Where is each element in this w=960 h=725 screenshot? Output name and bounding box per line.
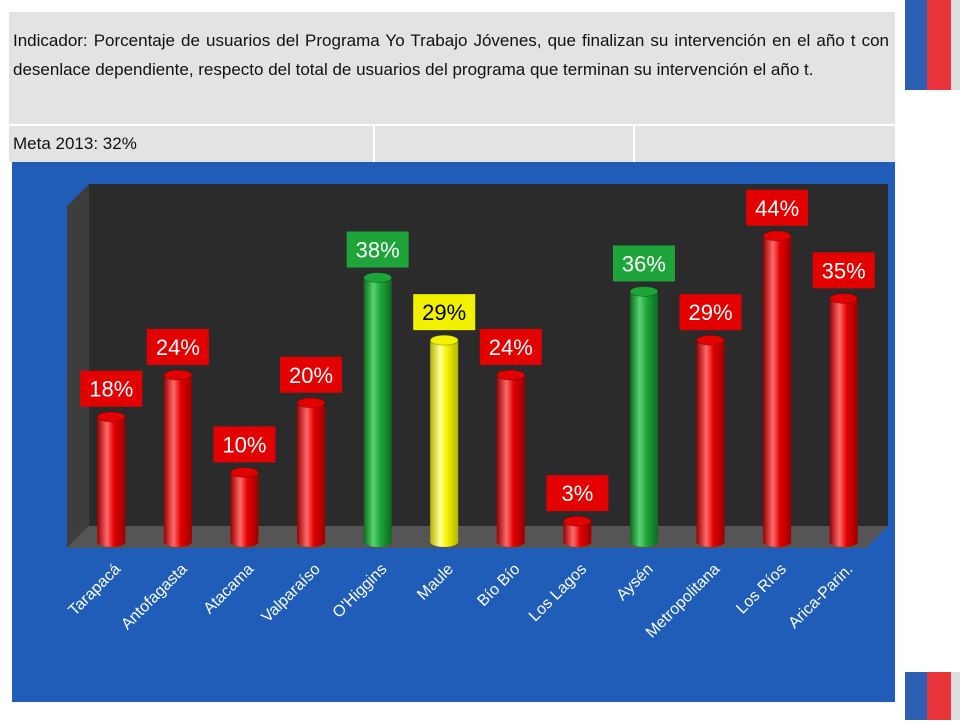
- bar: [696, 340, 725, 542]
- indicator-table: Indicador: Porcentaje de usuarios del Pr…: [9, 12, 895, 162]
- data-label: 24%: [489, 335, 533, 360]
- bar: [496, 374, 525, 542]
- meta-row: Meta 2013: 32%: [9, 126, 895, 162]
- bar-top: [296, 397, 326, 409]
- category-label: Aysén: [614, 561, 657, 604]
- bar-top: [762, 230, 792, 242]
- bar-top: [363, 272, 393, 284]
- bar: [230, 472, 259, 542]
- bar-top: [696, 334, 726, 346]
- data-label-box: [612, 245, 675, 282]
- bar-base: [97, 537, 126, 547]
- category-label: Bío Bío: [474, 561, 523, 610]
- bar: [163, 374, 192, 542]
- bar-base: [829, 537, 858, 547]
- data-label: 29%: [422, 300, 466, 325]
- bar: [297, 402, 326, 542]
- bar-top: [429, 334, 459, 346]
- bar-base: [563, 537, 592, 547]
- data-label: 20%: [289, 363, 333, 388]
- data-label-box: [213, 426, 276, 463]
- data-label-box: [146, 328, 209, 365]
- meta-empty-cell: [635, 126, 895, 162]
- bar-base: [696, 537, 725, 547]
- bar: [363, 277, 392, 542]
- data-label-box: [746, 189, 809, 226]
- bar-chart: 18% Tarapacá 24% Antofagasta 10% Atacama 20% Va…: [66, 184, 888, 641]
- data-label: 3%: [561, 481, 593, 506]
- chart-panel: 18% Tarapacá 24% Antofagasta 10% Atacama 20% Va…: [12, 162, 895, 702]
- meta-label: Meta 2013: 32%: [9, 126, 375, 162]
- bar: [629, 291, 658, 542]
- data-label-box: [80, 370, 143, 407]
- data-label-box: [280, 356, 343, 393]
- chart-floor: [67, 526, 888, 548]
- data-label: 36%: [622, 251, 666, 276]
- category-label: Atacama: [201, 561, 258, 618]
- category-label: Valparaíso: [259, 561, 324, 626]
- bar-base: [297, 537, 326, 547]
- data-label: 24%: [156, 335, 200, 360]
- bar-top: [229, 466, 259, 478]
- bar-top: [496, 369, 526, 381]
- bar: [563, 521, 592, 542]
- indicator-description: Indicador: Porcentaje de usuarios del Pr…: [9, 12, 895, 126]
- data-label: 29%: [689, 300, 733, 325]
- data-label: 35%: [822, 258, 866, 283]
- bar-base: [363, 537, 392, 547]
- bar: [430, 340, 459, 542]
- bar: [829, 298, 858, 542]
- data-label-box: [812, 252, 875, 289]
- data-label-box: [346, 231, 409, 268]
- bar-base: [763, 537, 792, 547]
- bar-base: [629, 537, 658, 547]
- bar: [97, 416, 126, 542]
- category-label: O'Higgins: [330, 561, 391, 622]
- category-label: Arica-Parin.: [785, 561, 856, 632]
- bar-base: [496, 537, 525, 547]
- data-label: 44%: [755, 196, 799, 221]
- bar-base: [430, 537, 459, 547]
- category-label: Maule: [414, 561, 457, 604]
- bar-top: [96, 411, 126, 423]
- data-label: 10%: [222, 432, 266, 457]
- corner-flag-top: [897, 0, 960, 92]
- category-label: Antofagasta: [118, 561, 190, 633]
- data-label-box: [546, 475, 609, 512]
- category-label: Tarapacá: [66, 561, 125, 620]
- chart-side-wall: [67, 184, 89, 548]
- data-label-box: [479, 328, 542, 365]
- data-label-box: [413, 294, 476, 331]
- bar-base: [230, 537, 259, 547]
- bar: [763, 235, 792, 542]
- meta-empty-cell: [375, 126, 635, 162]
- bar-top: [829, 292, 859, 304]
- data-label-box: [679, 294, 742, 331]
- bar-top: [629, 285, 659, 297]
- data-label: 38%: [356, 238, 400, 263]
- category-label: Los Ríos: [733, 561, 790, 618]
- corner-flag-bottom: [897, 672, 960, 720]
- category-label: Los Lagos: [526, 561, 590, 625]
- data-label: 18%: [89, 377, 133, 402]
- bar-top: [163, 369, 193, 381]
- bar-base: [163, 537, 192, 547]
- bar-top: [562, 515, 592, 527]
